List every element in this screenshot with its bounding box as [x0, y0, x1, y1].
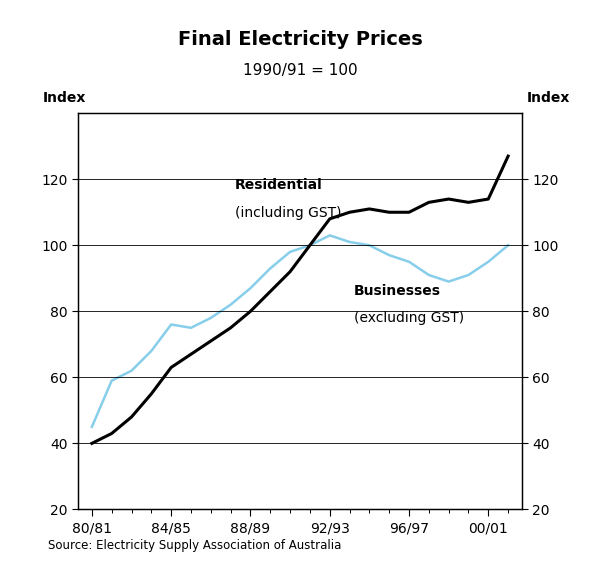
Text: Index: Index — [43, 91, 86, 105]
Text: (excluding GST): (excluding GST) — [353, 311, 464, 325]
Text: Source: Electricity Supply Association of Australia: Source: Electricity Supply Association o… — [48, 539, 341, 552]
Text: Final Electricity Prices: Final Electricity Prices — [178, 30, 422, 49]
Text: (including GST): (including GST) — [235, 205, 341, 220]
Text: Residential: Residential — [235, 178, 322, 192]
Text: Index: Index — [526, 91, 570, 105]
Text: 1990/91 = 100: 1990/91 = 100 — [242, 63, 358, 78]
Text: Businesses: Businesses — [353, 284, 440, 298]
